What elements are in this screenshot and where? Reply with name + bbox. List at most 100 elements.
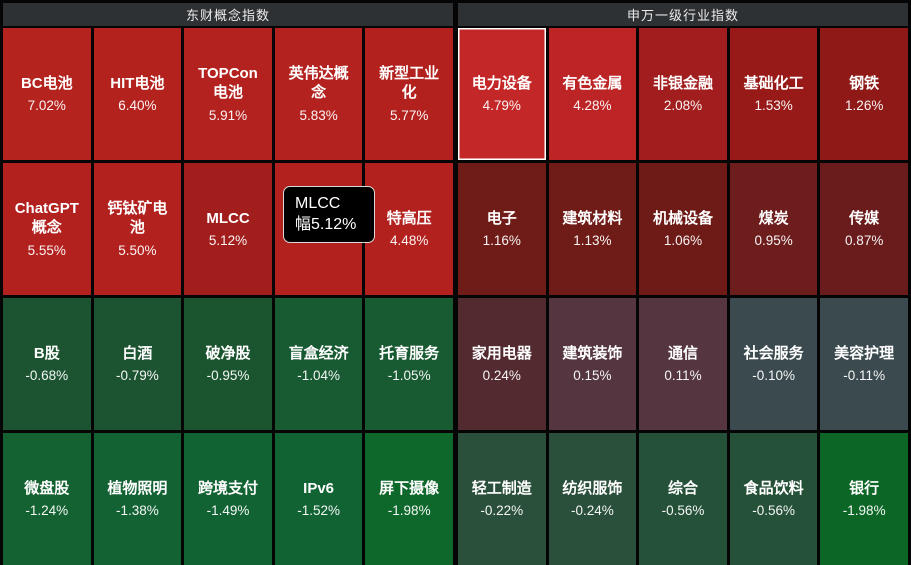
tile-name: 轻工制造	[471, 479, 532, 497]
tile-建筑材料[interactable]: 建筑材料 1.13%	[548, 163, 637, 295]
tile-percent: -0.56%	[752, 503, 795, 519]
tile-name: 植物照明	[107, 479, 168, 497]
tile-托育服务[interactable]: 托育服务 -1.05%	[365, 298, 453, 430]
tile-家用电器[interactable]: 家用电器 0.24%	[458, 298, 546, 430]
tile-B股[interactable]: B股 -0.68%	[3, 298, 91, 430]
tile-ChatGPT概念[interactable]: ChatGPT概念 5.55%	[3, 163, 91, 295]
tile-percent: -1.52%	[297, 503, 340, 519]
tile-name: 机械设备	[652, 209, 713, 227]
tile-name: 非银金融	[652, 74, 713, 92]
tile-钙钛矿电池[interactable]: 钙钛矿电池 5.50%	[93, 163, 182, 295]
tile-TOPCon电池[interactable]: TOPCon电池 5.91%	[184, 28, 272, 160]
tile-name: 电力设备	[471, 74, 532, 92]
tile-社会服务[interactable]: 社会服务 -0.10%	[729, 298, 818, 430]
tile-非银金融[interactable]: 非银金融 2.08%	[639, 28, 727, 160]
tile-综合[interactable]: 综合 -0.56%	[639, 433, 727, 565]
tile-percent: 1.16%	[482, 233, 521, 249]
tile-percent: 5.55%	[27, 242, 66, 258]
tile-建筑装饰[interactable]: 建筑装饰 0.15%	[548, 298, 637, 430]
tile-percent: 1.26%	[845, 98, 884, 114]
tile-美容护理[interactable]: 美容护理 -0.11%	[820, 298, 908, 430]
tile-percent: -1.24%	[25, 503, 69, 519]
tile-percent: 5.83%	[299, 107, 338, 123]
tile-percent: 0.15%	[573, 368, 612, 384]
tile-percent: -1.49%	[206, 503, 250, 519]
tooltip-index-name: MLCC	[295, 195, 341, 212]
tile-name: 基础化工	[743, 74, 804, 92]
tile-percent: -0.56%	[661, 503, 705, 519]
tile-纺织服饰[interactable]: 纺织服饰 -0.24%	[548, 433, 637, 565]
tile-植物照明[interactable]: 植物照明 -1.38%	[93, 433, 182, 565]
tile-盲盒经济[interactable]: 盲盒经济 -1.04%	[274, 298, 363, 430]
tile-percent: 5.50%	[118, 242, 157, 258]
section-header-shenwan-industry: 申万一级行业指数	[458, 3, 908, 26]
tile-基础化工[interactable]: 基础化工 1.53%	[729, 28, 818, 160]
tile-微盘股[interactable]: 微盘股 -1.24%	[3, 433, 91, 565]
tile-name: 白酒	[122, 344, 153, 362]
tile-name: 通信	[667, 344, 698, 362]
tile-percent: -0.95%	[206, 368, 250, 384]
tile-percent: 0.24%	[482, 368, 521, 384]
tile-BC电池[interactable]: BC电池 7.02%	[3, 28, 91, 160]
tile-白酒[interactable]: 白酒 -0.79%	[93, 298, 182, 430]
tile-name: 纺织服饰	[562, 479, 623, 497]
tile-IPv6[interactable]: IPv6 -1.52%	[274, 433, 363, 565]
tile-name: 英伟达概念	[288, 65, 349, 101]
tile-HIT电池[interactable]: HIT电池 6.40%	[93, 28, 182, 160]
tile-轻工制造[interactable]: 轻工制造 -0.22%	[458, 433, 546, 565]
tile-percent: -0.79%	[116, 368, 159, 384]
tile-MLCC[interactable]: MLCC 5.12%	[184, 163, 272, 295]
tile-name: 建筑装饰	[562, 344, 623, 362]
tile-percent: 1.53%	[754, 98, 793, 114]
tile-破净股[interactable]: 破净股 -0.95%	[184, 298, 272, 430]
tile-钢铁[interactable]: 钢铁 1.26%	[820, 28, 908, 160]
tile-name: 盲盒经济	[288, 344, 349, 362]
tile-新型工业化[interactable]: 新型工业化 5.77%	[365, 28, 453, 160]
tile-percent: -0.11%	[843, 368, 886, 384]
tile-煤炭[interactable]: 煤炭 0.95%	[729, 163, 818, 295]
tile-食品饮料[interactable]: 食品饮料 -0.56%	[729, 433, 818, 565]
tile-percent: -0.68%	[25, 368, 69, 384]
tile-name: 电子	[486, 209, 517, 227]
tile-name: BC电池	[20, 74, 73, 92]
tile-name: HIT电池	[110, 74, 165, 92]
tile-percent: 1.13%	[573, 233, 612, 249]
tile-name: TOPCon电池	[198, 65, 258, 101]
tile-name: 家用电器	[471, 344, 532, 362]
tile-name: 建筑材料	[562, 209, 623, 227]
tile-percent: 6.40%	[118, 98, 157, 114]
tile-percent: -1.38%	[116, 503, 159, 519]
tile-percent: 5.77%	[390, 107, 429, 123]
tile-percent: 2.08%	[663, 98, 703, 114]
tile-传媒[interactable]: 传媒 0.87%	[820, 163, 908, 295]
tile-电力设备[interactable]: 电力设备 4.79%	[458, 28, 546, 160]
tile-percent: 5.12%	[208, 233, 248, 249]
tile-grid-dongcai: BC电池 7.02% HIT电池 6.40% TOPCon电池 5.91% 英伟达概念 5.8…	[3, 28, 453, 565]
tile-percent: 0.87%	[845, 233, 884, 249]
tile-银行[interactable]: 银行 -1.98%	[820, 433, 908, 565]
tile-通信[interactable]: 通信 0.11%	[639, 298, 727, 430]
tile-percent: 0.95%	[754, 233, 793, 249]
tooltip-change-value: 幅5.12%	[295, 215, 357, 233]
tile-机械设备[interactable]: 机械设备 1.06%	[639, 163, 727, 295]
tile-电子[interactable]: 电子 1.16%	[458, 163, 546, 295]
tile-name: 微盘股	[24, 479, 70, 497]
tile-跨境支付[interactable]: 跨境支付 -1.49%	[184, 433, 272, 565]
tile-grid-shenwan: 电力设备 4.79% 有色金属 4.28% 非银金融 2.08% 基础化工 1.53% 钢铁 1.…	[458, 28, 908, 565]
tile-name: B股	[33, 344, 60, 362]
tile-name: 传媒	[849, 209, 880, 227]
tile-name: IPv6	[303, 479, 335, 497]
tile-特高压[interactable]: 特高压 4.48%	[365, 163, 453, 295]
tile-name: MLCC	[206, 209, 250, 227]
section-header-dongcai-concept: 东财概念指数	[3, 3, 453, 26]
tile-有色金属[interactable]: 有色金属 4.28%	[548, 28, 637, 160]
tile-percent: 0.11%	[664, 368, 702, 384]
tile-percent: -1.04%	[297, 368, 340, 384]
tile-percent: 5.91%	[208, 107, 248, 123]
tile-屏下摄像[interactable]: 屏下摄像 -1.98%	[365, 433, 453, 565]
tile-英伟达概念[interactable]: 英伟达概念 5.83%	[274, 28, 363, 160]
tile-name: 托育服务	[379, 344, 440, 362]
tile-percent: 4.28%	[573, 98, 612, 114]
tile-percent: -0.10%	[752, 368, 795, 384]
